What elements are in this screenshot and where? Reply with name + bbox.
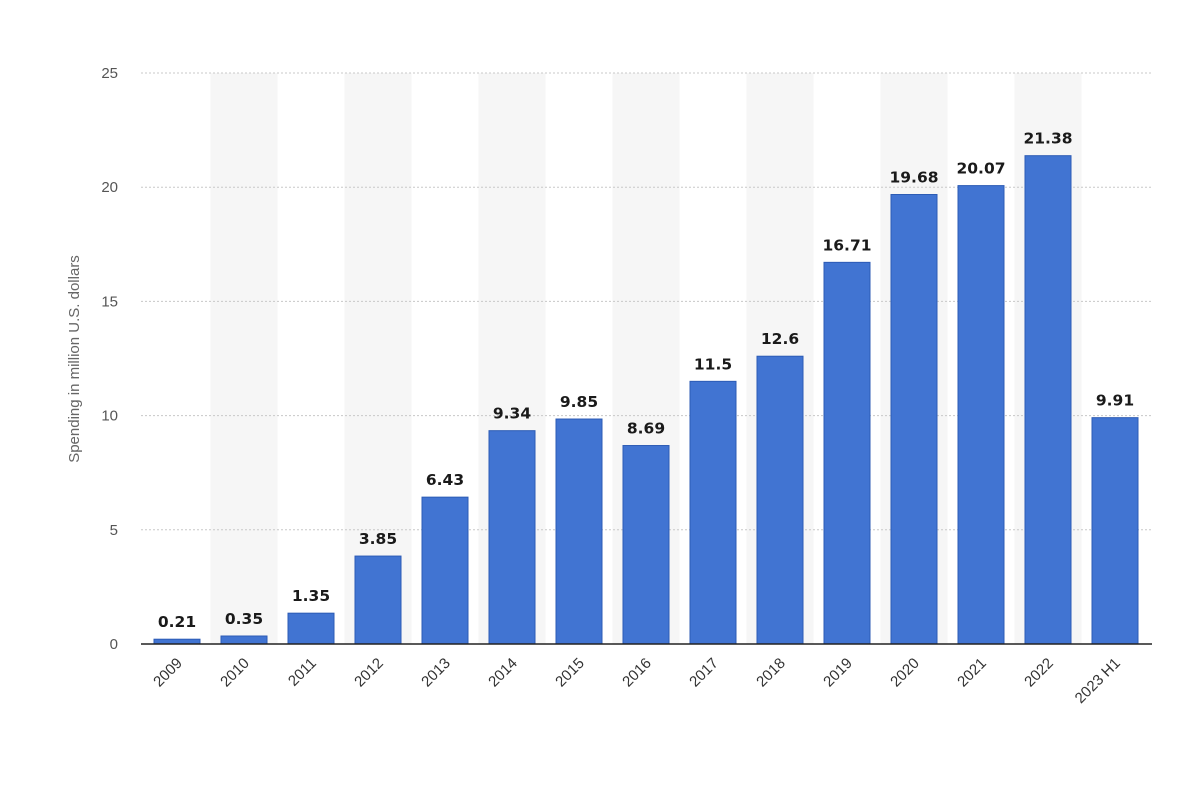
y-tick-label: 15 bbox=[101, 293, 118, 310]
y-tick-label: 25 bbox=[101, 65, 118, 82]
bar bbox=[488, 430, 536, 645]
x-tick-label: 2019 bbox=[820, 655, 856, 691]
y-tick-label: 0 bbox=[110, 636, 118, 653]
x-tick-label: 2016 bbox=[619, 655, 655, 691]
y-tick-label: 5 bbox=[110, 522, 118, 539]
data-label: 16.71 bbox=[822, 236, 871, 254]
bar bbox=[1024, 155, 1072, 645]
data-label: 3.85 bbox=[359, 530, 397, 548]
bar bbox=[689, 380, 737, 645]
bar bbox=[421, 496, 469, 645]
bar bbox=[354, 555, 402, 645]
x-tick-label: 2010 bbox=[217, 655, 253, 691]
data-label: 0.35 bbox=[225, 610, 263, 628]
x-tick-label: 2015 bbox=[552, 655, 588, 691]
y-tick-label: 10 bbox=[101, 408, 118, 425]
data-label: 8.69 bbox=[627, 420, 665, 438]
bar bbox=[890, 194, 938, 645]
x-tick-label: 2023 H1 bbox=[1072, 655, 1124, 707]
data-label: 20.07 bbox=[956, 160, 1005, 178]
y-axis-title: Spending in million U.S. dollars bbox=[66, 255, 83, 463]
x-tick-label: 2018 bbox=[753, 655, 789, 691]
x-tick-label: 2021 bbox=[954, 655, 990, 691]
data-label: 0.21 bbox=[158, 613, 196, 631]
bar bbox=[622, 445, 670, 645]
x-tick-label: 2009 bbox=[150, 655, 186, 691]
data-label: 6.43 bbox=[426, 471, 464, 489]
x-tick-label: 2022 bbox=[1021, 655, 1057, 691]
background-band bbox=[344, 73, 412, 644]
x-tick-label: 2011 bbox=[285, 655, 320, 690]
data-label: 1.35 bbox=[292, 587, 330, 605]
y-tick-label: 20 bbox=[101, 179, 118, 196]
bar bbox=[555, 418, 603, 645]
data-label: 12.6 bbox=[761, 330, 799, 348]
data-label: 9.34 bbox=[493, 405, 531, 423]
bar bbox=[756, 355, 804, 645]
x-tick-label: 2013 bbox=[418, 655, 454, 691]
bar bbox=[957, 185, 1005, 645]
x-tick-label: 2020 bbox=[887, 655, 923, 691]
data-label: 19.68 bbox=[889, 169, 938, 187]
background-band bbox=[210, 73, 278, 644]
bar bbox=[823, 261, 871, 645]
data-label: 9.91 bbox=[1096, 392, 1134, 410]
x-tick-label: 2012 bbox=[351, 655, 387, 691]
bar bbox=[220, 635, 268, 645]
data-label: 21.38 bbox=[1023, 130, 1072, 148]
x-tick-label: 2014 bbox=[485, 655, 521, 691]
bar bbox=[287, 612, 335, 645]
data-label: 9.85 bbox=[560, 393, 598, 411]
x-tick-label: 2017 bbox=[686, 655, 722, 691]
data-label: 11.5 bbox=[694, 355, 732, 373]
bar bbox=[1091, 417, 1139, 645]
